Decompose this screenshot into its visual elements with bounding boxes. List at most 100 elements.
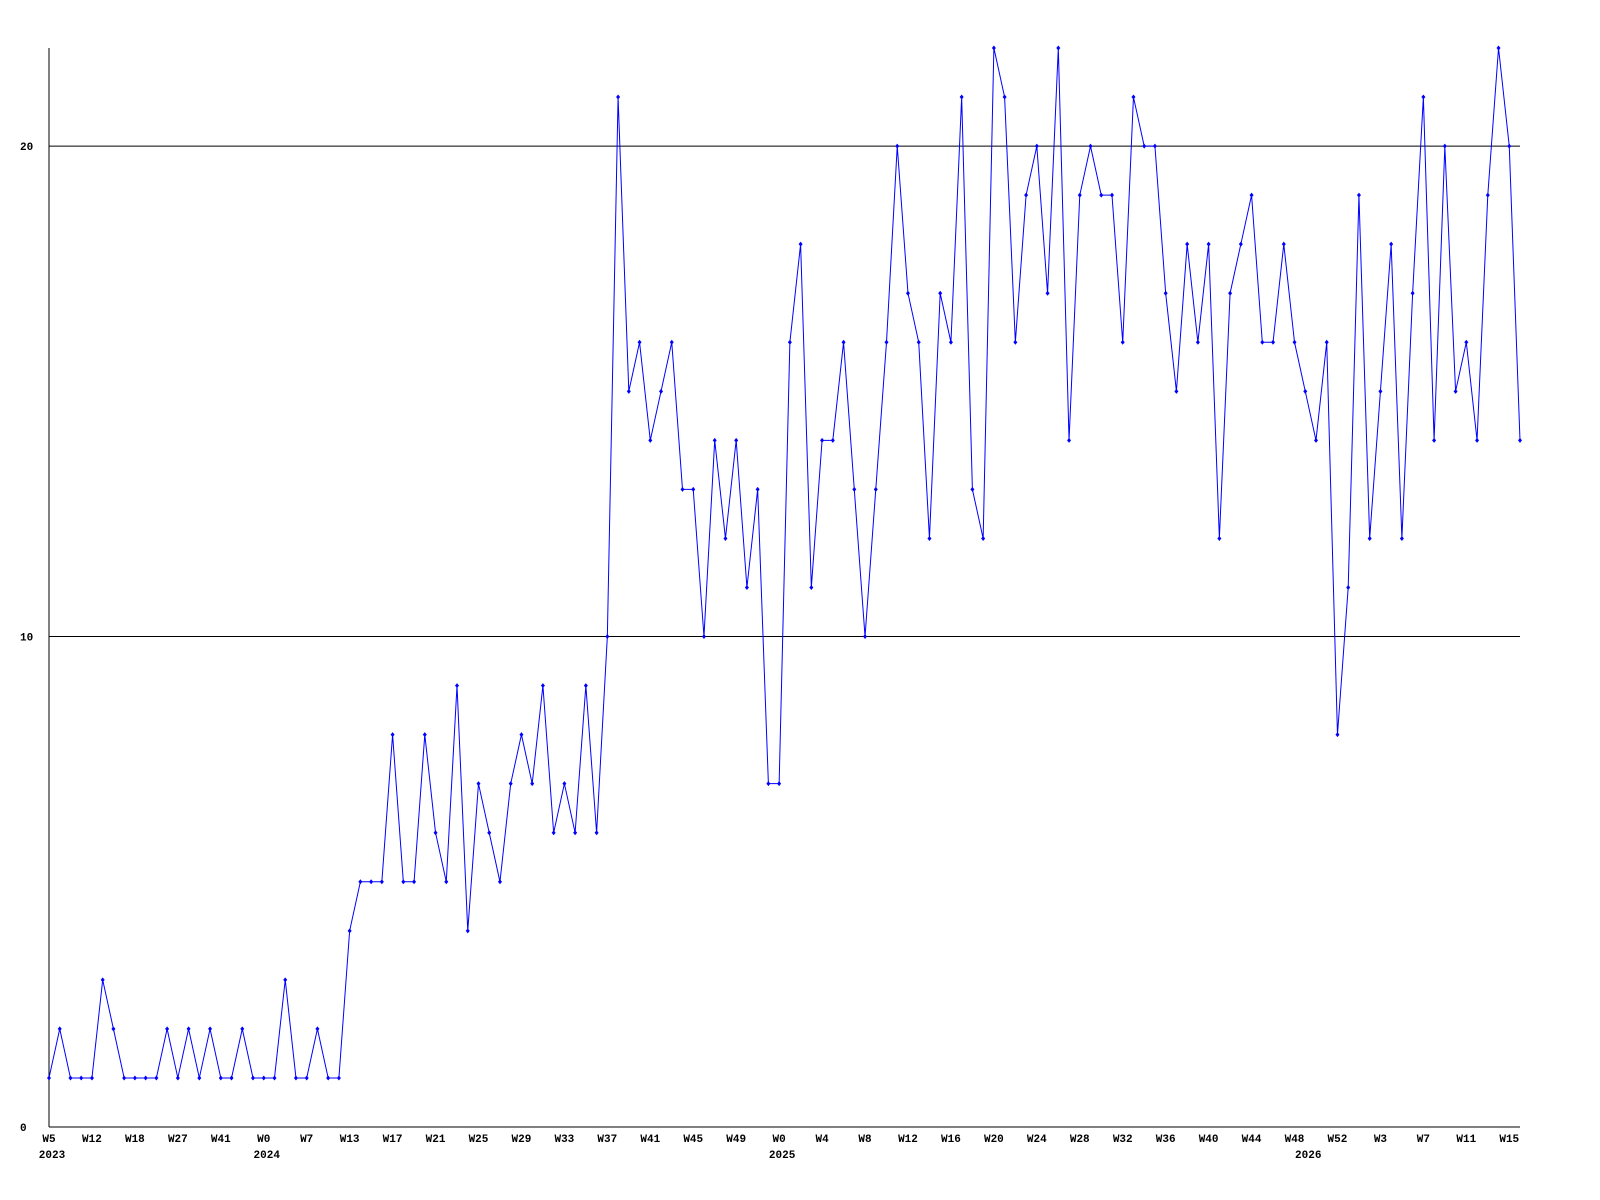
- x-tick-label: W18: [125, 1134, 145, 1146]
- point: [1518, 437, 1522, 443]
- point: [1002, 94, 1007, 100]
- x-tick-label: W25: [469, 1134, 489, 1146]
- point: [1367, 535, 1372, 541]
- x-tick-label: W7: [300, 1134, 313, 1146]
- point: [744, 585, 749, 590]
- point: [562, 781, 567, 787]
- point: [444, 879, 449, 885]
- point: [336, 1075, 341, 1081]
- x-tick-label: W11: [1456, 1134, 1476, 1146]
- point: [47, 1075, 51, 1081]
- point: [616, 94, 621, 100]
- x-tick-label: W5: [42, 1134, 56, 1146]
- point: [251, 1075, 256, 1081]
- point: [1077, 192, 1082, 198]
- point: [895, 143, 900, 149]
- point: [68, 1075, 73, 1081]
- point: [197, 1075, 202, 1081]
- x-tick-label: W13: [340, 1134, 360, 1146]
- x-tick-label: W3: [1374, 1134, 1388, 1146]
- x-tick-label: W12: [898, 1134, 918, 1146]
- point: [497, 879, 502, 885]
- point: [1045, 290, 1050, 296]
- point: [132, 1075, 137, 1081]
- point: [1442, 143, 1447, 149]
- point: [659, 388, 664, 394]
- point: [1281, 241, 1286, 247]
- point: [487, 830, 492, 836]
- point: [981, 535, 986, 541]
- point: [1238, 241, 1243, 247]
- year-label: 2024: [254, 1150, 281, 1162]
- point: [927, 535, 932, 541]
- point: [1378, 388, 1383, 394]
- x-tick-label: W17: [383, 1134, 403, 1146]
- point: [1228, 290, 1233, 296]
- x-tick-label: W36: [1156, 1134, 1176, 1146]
- x-tick-label: W49: [726, 1134, 746, 1146]
- point: [154, 1075, 159, 1081]
- point: [422, 732, 427, 738]
- x-tick-label: W7: [1417, 1134, 1430, 1146]
- point: [175, 1075, 180, 1081]
- point: [165, 1026, 170, 1032]
- point: [573, 830, 578, 836]
- point: [691, 486, 696, 492]
- point: [1185, 241, 1190, 247]
- point: [111, 1026, 116, 1032]
- x-tick-label: W4: [815, 1134, 829, 1146]
- point: [1163, 290, 1168, 296]
- point: [787, 339, 792, 345]
- point: [89, 1075, 94, 1081]
- x-tick-label: W8: [858, 1134, 872, 1146]
- point: [1067, 437, 1072, 443]
- point: [605, 634, 610, 640]
- point: [240, 1026, 245, 1032]
- point: [530, 781, 535, 787]
- point: [809, 585, 814, 590]
- point: [648, 437, 653, 443]
- point: [208, 1026, 213, 1032]
- series-line: [48, 47, 1521, 1079]
- point: [777, 781, 782, 787]
- point: [551, 830, 556, 836]
- point: [326, 1075, 331, 1081]
- y-tick-label: 0: [20, 1123, 27, 1135]
- x-tick-label: W21: [426, 1134, 446, 1146]
- point: [1453, 388, 1458, 394]
- point: [755, 486, 760, 492]
- x-tick-label: W15: [1499, 1134, 1519, 1146]
- point: [1410, 290, 1415, 296]
- point: [798, 241, 803, 247]
- x-tick-label: W27: [168, 1134, 188, 1146]
- x-tick-label: W32: [1113, 1134, 1133, 1146]
- point: [1109, 192, 1114, 198]
- x-tick-label: W33: [554, 1134, 574, 1146]
- point: [122, 1075, 127, 1081]
- point: [1432, 437, 1437, 443]
- point: [669, 339, 674, 345]
- x-tick-label: W45: [683, 1134, 703, 1146]
- point: [1099, 192, 1104, 198]
- point: [1249, 192, 1254, 198]
- point: [1313, 437, 1318, 443]
- point: [1421, 94, 1426, 100]
- point: [1507, 143, 1512, 149]
- point: [347, 928, 352, 934]
- point: [1034, 143, 1039, 149]
- point: [583, 683, 588, 689]
- point: [852, 486, 857, 492]
- x-tick-label: W29: [512, 1134, 532, 1146]
- point: [508, 781, 513, 787]
- point: [1485, 192, 1490, 198]
- point: [465, 928, 470, 934]
- point: [229, 1075, 234, 1081]
- point: [379, 879, 384, 885]
- point: [766, 781, 771, 787]
- point: [959, 94, 964, 100]
- point: [841, 339, 846, 345]
- point: [1475, 437, 1480, 443]
- point: [1389, 241, 1394, 247]
- x-tick-label: W41: [640, 1134, 660, 1146]
